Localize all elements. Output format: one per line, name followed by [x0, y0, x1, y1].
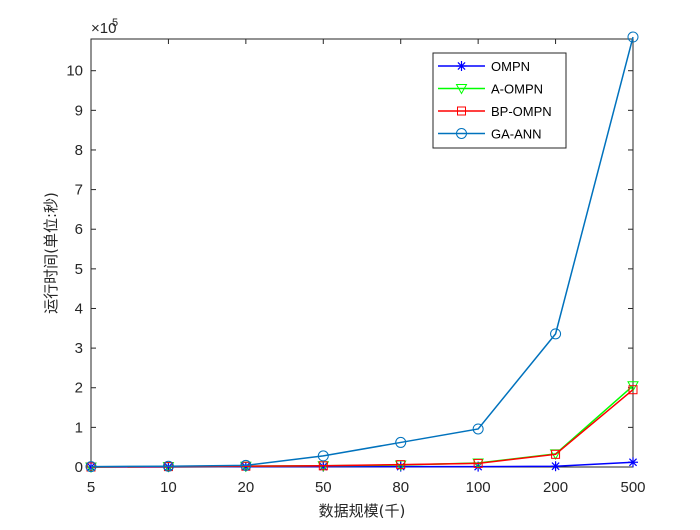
legend-item-bp-ompn: BP-OMPN	[438, 104, 552, 119]
legend: OMPN A-OMPN BP-OMPN GA-ANN	[432, 52, 567, 149]
y-tick-label: 5	[75, 261, 83, 278]
y-tick-label: 10	[66, 63, 83, 80]
x-tick-label: 50	[315, 479, 332, 496]
x-tick-label: 10	[160, 479, 177, 496]
exponent-power: 5	[112, 17, 118, 29]
data-point-ompn	[550, 461, 561, 472]
data-point-bp-ompn	[318, 461, 328, 471]
legend-marker	[456, 61, 467, 71]
y-tick-label: 3	[75, 340, 83, 357]
data-point-ga-ann	[85, 461, 97, 473]
x-tick-label: 100	[466, 479, 491, 496]
data-point-ga-ann	[395, 436, 407, 448]
y-tick-label: 1	[75, 419, 83, 436]
series-lines	[85, 31, 639, 474]
x-tick-label: 80	[392, 479, 409, 496]
data-point-ga-ann	[240, 459, 252, 471]
legend-label: GA-ANN	[491, 127, 542, 142]
x-axis-label: 数据规模(千)	[319, 502, 406, 520]
legend-item-a-ompn: A-OMPN	[438, 82, 543, 97]
series-ga-ann	[85, 31, 639, 473]
data-point-ga-ann	[162, 460, 174, 472]
x-tick-labels: 5 10 20 50 80 100 200 500	[87, 479, 646, 496]
star-stroke	[319, 462, 328, 471]
legend-box	[432, 52, 567, 149]
x-tick-label: 500	[620, 479, 645, 496]
legend-label: BP-OMPN	[491, 104, 552, 119]
data-point-ga-ann	[627, 31, 639, 43]
y-tick-label: 9	[75, 102, 83, 119]
data-point-a-ompn	[627, 381, 639, 392]
data-point-bp-ompn	[551, 449, 561, 459]
data-point-bp-ompn	[396, 460, 406, 470]
star-stroke	[457, 61, 466, 71]
legend-item-ga-ann: GA-ANN	[438, 127, 542, 142]
data-point-bp-ompn	[628, 385, 638, 395]
series-line-ga-ann	[90, 36, 634, 468]
y-tick-label: 6	[75, 221, 83, 238]
legend-label: OMPN	[491, 59, 530, 74]
y-axis-label: 运行时间(单位:秒)	[42, 192, 60, 314]
x-tick-label: 20	[238, 479, 255, 496]
legend-label: A-OMPN	[491, 82, 543, 97]
y-exponent-label: ×10 5	[91, 17, 118, 37]
data-point-ompn	[628, 457, 638, 468]
data-point-ga-ann	[550, 328, 562, 340]
y-tick-label: 7	[75, 182, 83, 199]
star-stroke	[628, 458, 638, 467]
legend-marker	[457, 106, 466, 116]
legend-item-ompn: OMPN	[438, 59, 530, 74]
y-tick-label: 2	[75, 380, 83, 397]
x-tick-label: 200	[543, 479, 568, 496]
star-stroke	[551, 462, 560, 471]
x-tick-label: 5	[87, 479, 95, 496]
legend-marker	[455, 84, 468, 95]
y-tick-label: 0	[75, 459, 83, 476]
y-tick-label: 4	[75, 300, 83, 317]
data-point-ompn	[318, 461, 329, 472]
y-tick-labels: 0 1 2 3 4 5 6 7 8 9 10	[66, 63, 83, 476]
legend-marker	[456, 128, 467, 139]
exponent-base: ×10	[91, 20, 116, 37]
y-tick-label: 8	[75, 142, 83, 159]
data-point-ga-ann	[317, 450, 329, 462]
data-point-bp-ompn	[473, 458, 483, 468]
data-point-ga-ann	[472, 423, 484, 435]
